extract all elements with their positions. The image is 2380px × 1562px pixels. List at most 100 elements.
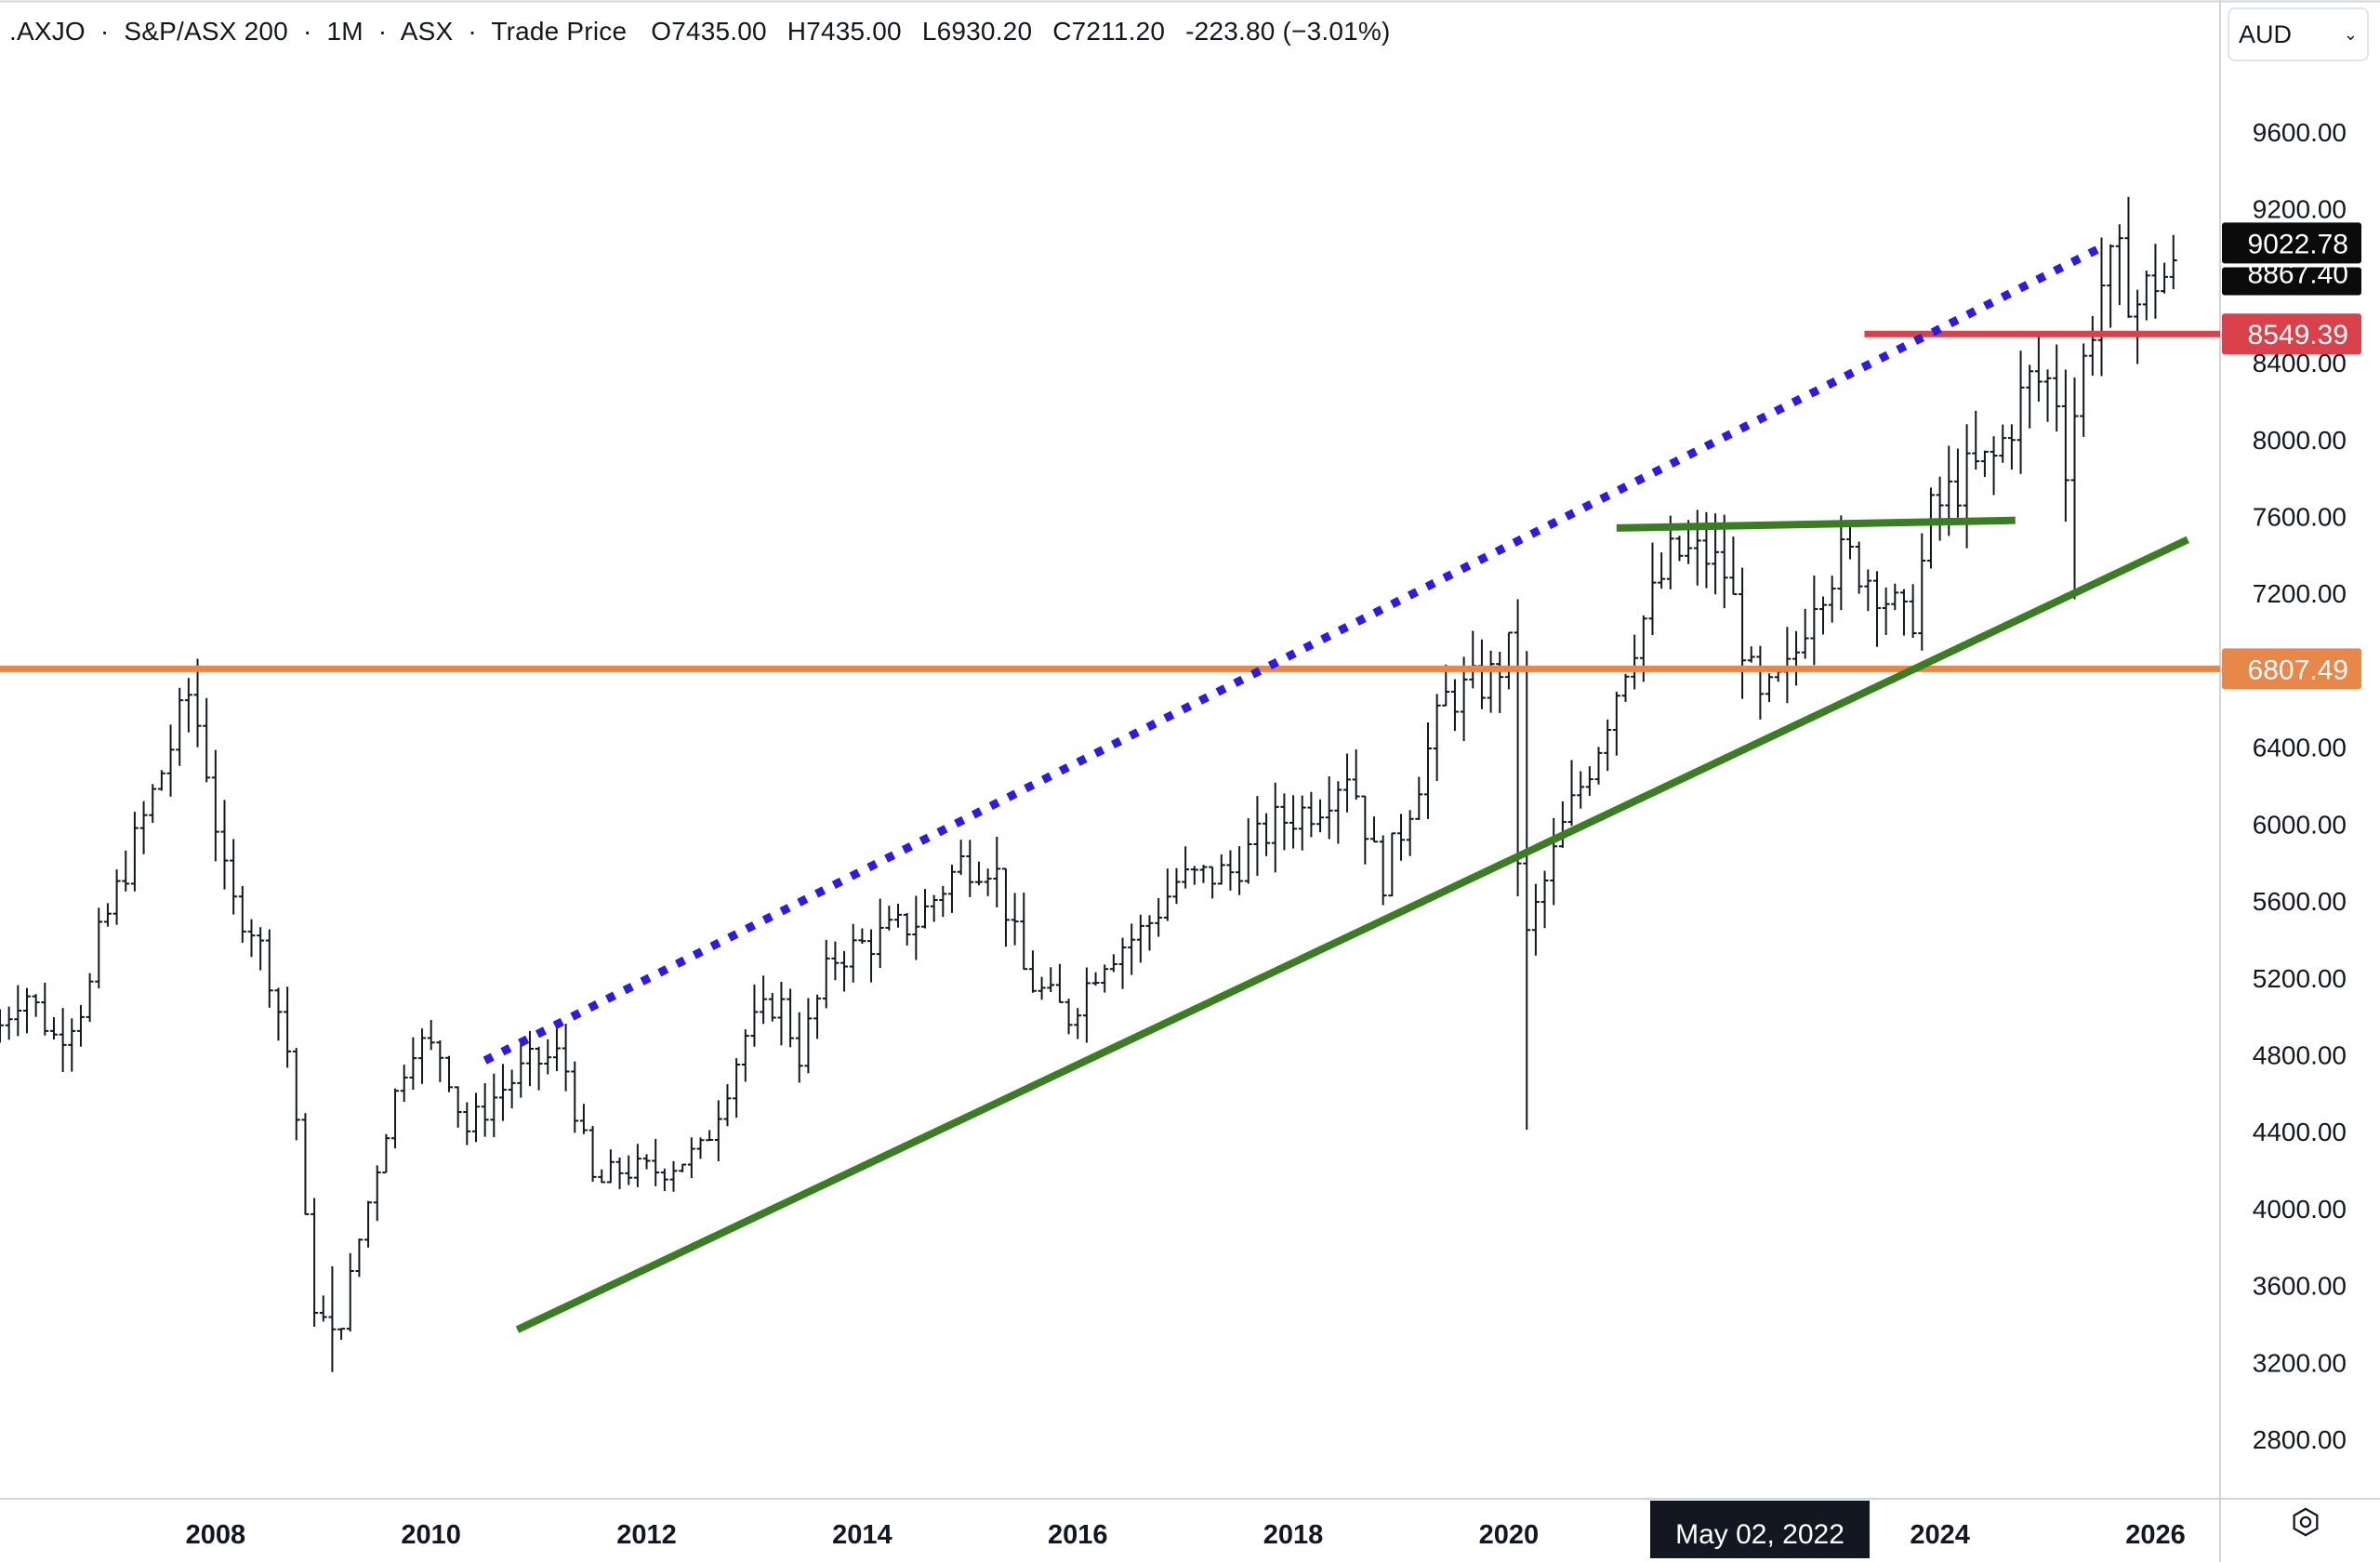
ohlc-bar — [1469, 630, 1477, 689]
x-tick-label: 2008 — [186, 1520, 246, 1550]
ohlc-bar — [1370, 816, 1379, 843]
ohlc-bar — [660, 1168, 668, 1192]
separator: · — [468, 17, 477, 46]
ohlc-bar — [2026, 364, 2034, 429]
ohlc-bar — [1604, 719, 1612, 772]
ohlc-bar — [1999, 424, 2007, 463]
ohlc-bar — [1953, 448, 1962, 518]
ohlc-bar — [642, 1154, 651, 1170]
ohlc-bar — [598, 1169, 606, 1184]
ohlc-bar — [184, 678, 192, 733]
ohlc-bar — [813, 994, 822, 1039]
crosshair-date-label: May 02, 2022 — [1675, 1519, 1844, 1550]
ohlc-bar — [436, 1039, 444, 1082]
ohlc-bar — [149, 784, 157, 824]
x-tick-label: 2020 — [1479, 1520, 1540, 1550]
ohlc-bar — [525, 1030, 534, 1087]
ohlc-bar — [1990, 436, 1998, 496]
ohlc-bar — [562, 1024, 570, 1092]
ohlc-bar — [1648, 542, 1657, 635]
ohlc-bar — [2107, 244, 2115, 328]
ohlc-bars — [0, 196, 2177, 1372]
ohlc-bar — [1253, 796, 1262, 877]
ohlc-bar — [0, 1009, 4, 1043]
trendline[interactable] — [1616, 516, 2016, 532]
ohlc-bar — [2151, 244, 2160, 319]
ohlc-bar — [1334, 781, 1342, 844]
dotted-trendline[interactable] — [483, 244, 2104, 1065]
ohlc-bar — [265, 929, 273, 1008]
interval-label[interactable]: 1M — [326, 17, 364, 46]
ohlc-bar — [669, 1160, 678, 1192]
ohlc-bar — [1810, 575, 1818, 666]
ohlc-bar — [993, 837, 1001, 907]
settings-button[interactable] — [2282, 1506, 2329, 1553]
y-tick-label: 4000.00 — [2253, 1195, 2347, 1224]
ohlc-bar — [400, 1065, 408, 1103]
symbol-name: S&P/ASX 200 — [124, 17, 288, 46]
price-tag — [2222, 648, 2361, 690]
ohlc-bar — [1199, 865, 1208, 883]
price-type-label: Trade Price — [491, 17, 628, 46]
low-value: L6930.20 — [921, 17, 1033, 46]
x-tick-label: 2026 — [2125, 1520, 2186, 1550]
ohlc-bar — [247, 919, 256, 958]
ohlc-bar — [2169, 234, 2177, 290]
ohlc-bar — [86, 973, 94, 1023]
y-tick-label: 8000.00 — [2253, 426, 2347, 455]
y-tick-label: 6400.00 — [2253, 734, 2347, 762]
ohlc-bar — [1936, 476, 1944, 541]
ohlc-bar — [535, 1046, 543, 1091]
ohlc-bar — [588, 1125, 597, 1183]
ohlc-bar — [1038, 976, 1046, 1000]
ohlc-bar — [1074, 1008, 1082, 1039]
trendline[interactable] — [515, 536, 2189, 1333]
ohlc-bar — [706, 1130, 714, 1142]
ohlc-bar — [1064, 999, 1073, 1035]
ohlc-bar — [1352, 748, 1360, 801]
ohlc-bar — [2161, 262, 2169, 294]
ohlc-bar — [760, 975, 768, 1025]
ohlc-bar — [1047, 967, 1055, 993]
symbol-ticker[interactable]: .AXJO — [9, 17, 86, 46]
y-tick-label: 7200.00 — [2253, 579, 2347, 608]
ohlc-bar — [1001, 867, 1010, 947]
ohlc-bar — [391, 1088, 400, 1149]
ohlc-bar — [364, 1200, 373, 1248]
ohlc-bar — [2088, 315, 2096, 377]
ohlc-bar — [1128, 923, 1136, 975]
ohlc-bar — [1055, 963, 1064, 1003]
y-tick-label: 5600.00 — [2253, 887, 2347, 916]
ohlc-bar — [1577, 771, 1585, 809]
ohlc-bar — [1675, 536, 1684, 562]
ohlc-bar — [166, 724, 175, 797]
ohlc-bar — [777, 982, 786, 1046]
ohlc-bar — [471, 1092, 480, 1143]
ohlc-bar — [176, 687, 184, 766]
ohlc-bar — [203, 697, 211, 783]
ohlc-bar — [1855, 541, 1863, 594]
separator: · — [302, 17, 312, 46]
ohlc-bar — [1612, 691, 1620, 756]
ohlc-bar — [840, 950, 849, 992]
ohlc-bar — [498, 1064, 507, 1121]
ohlc-bar — [463, 1102, 471, 1145]
ohlc-bar — [1423, 722, 1432, 819]
ohlc-bar — [723, 1084, 732, 1127]
currency-selector[interactable]: AUD ⌄ — [2228, 7, 2369, 61]
ohlc-bar — [418, 1028, 427, 1084]
ohlc-bar — [966, 840, 974, 897]
separator: · — [99, 17, 110, 46]
ohlc-bar — [1271, 782, 1279, 873]
ohlc-bar — [885, 906, 893, 931]
ohlc-bar — [984, 868, 992, 896]
ohlc-bar — [1720, 514, 1728, 609]
ohlc-bar — [2124, 196, 2133, 318]
ohlc-bar — [1217, 854, 1225, 885]
ohlc-bar — [1631, 634, 1639, 690]
price-tag — [2222, 313, 2361, 355]
ohlc-bar — [858, 928, 866, 945]
ohlc-bar — [1523, 651, 1531, 1131]
